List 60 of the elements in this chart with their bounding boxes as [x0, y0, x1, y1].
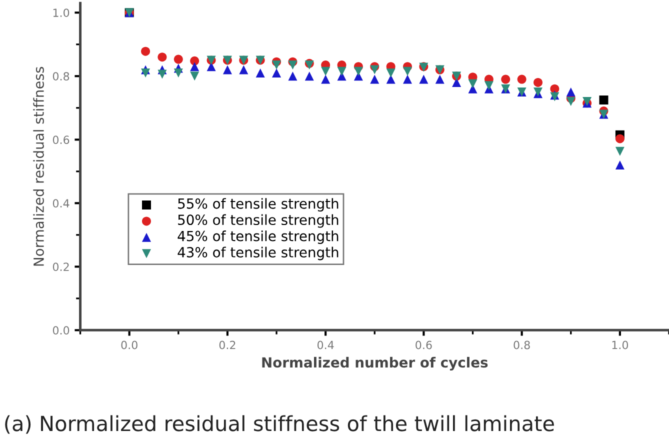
- point: [337, 66, 346, 76]
- x-tick-label: 0.6: [416, 340, 432, 350]
- point: [256, 68, 265, 78]
- point: [468, 79, 478, 88]
- point: [174, 54, 183, 64]
- point: [190, 56, 200, 66]
- point: [222, 65, 232, 74]
- legend-label: 50% of tensile strength: [178, 214, 338, 228]
- point: [190, 62, 200, 72]
- point: [272, 60, 282, 70]
- point: [566, 88, 576, 97]
- point: [304, 72, 314, 81]
- point: [141, 46, 150, 56]
- point: [239, 65, 248, 74]
- x-tick-label: 0.2: [219, 340, 236, 350]
- point: [550, 84, 560, 94]
- point: [435, 74, 444, 84]
- point: [484, 81, 494, 90]
- y-tick-label: 0.4: [52, 199, 70, 208]
- point: [141, 68, 150, 78]
- point: [321, 66, 330, 76]
- point: [174, 68, 183, 78]
- point: [386, 68, 396, 78]
- point: [354, 66, 363, 76]
- y-tick-label: 0.0: [52, 326, 70, 335]
- point: [615, 160, 624, 170]
- point: [419, 74, 428, 84]
- point: [501, 74, 510, 84]
- x-tick-label: 1.0: [612, 340, 628, 350]
- x-tick-label: 0.4: [317, 340, 334, 350]
- point: [403, 66, 412, 76]
- point: [403, 74, 412, 84]
- point: [534, 78, 543, 87]
- point: [517, 74, 526, 84]
- y-tick-label: 0.8: [52, 72, 70, 81]
- point: [288, 60, 298, 70]
- x-tick-label: 0.0: [121, 340, 138, 350]
- point: [158, 52, 167, 62]
- point: [370, 65, 380, 74]
- y-tick-label: 0.2: [52, 262, 69, 272]
- point: [288, 72, 298, 81]
- y-tick-label: 0.6: [52, 136, 70, 144]
- y-tick-label: 1.0: [53, 8, 70, 17]
- legend-label: 55% of tensile strength: [178, 198, 338, 212]
- point: [158, 70, 167, 79]
- y-axis-title: Normalized residual stiffness: [33, 66, 44, 266]
- x-tick-label: 0.8: [514, 340, 530, 350]
- point: [599, 95, 608, 104]
- point: [566, 97, 576, 106]
- point: [272, 68, 282, 78]
- text: (a) Normalized residual stiffness of the twill laminate: [5, 415, 554, 434]
- x-axis-title: Normalized number of cycles: [262, 356, 488, 370]
- point: [206, 62, 216, 72]
- point: [190, 72, 200, 81]
- point: [370, 74, 380, 84]
- point: [321, 74, 330, 84]
- legend-label: 43% of tensile strength: [178, 246, 338, 260]
- point: [615, 134, 624, 144]
- legend-label: 45% of tensile strength: [178, 230, 338, 244]
- point: [615, 146, 624, 156]
